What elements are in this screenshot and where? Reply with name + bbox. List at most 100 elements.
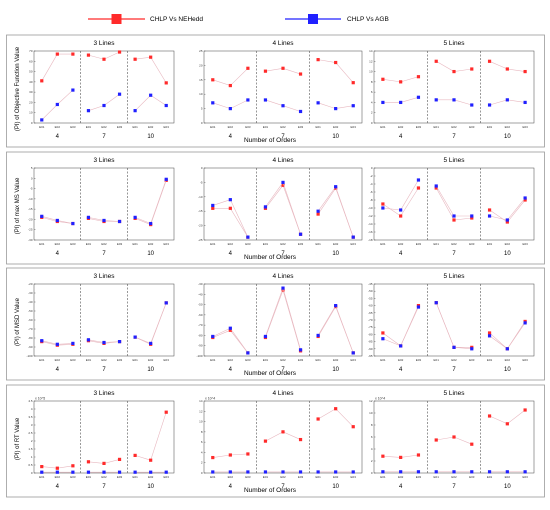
- data-point: [71, 88, 75, 92]
- x-tick-label: E01: [380, 358, 386, 362]
- y-tick-label: -90: [368, 347, 373, 351]
- y-tick-label: 50: [29, 70, 33, 74]
- x-tick-label: E01: [132, 125, 138, 129]
- x-tick-label: E03: [351, 358, 357, 362]
- series-line: [134, 302, 167, 345]
- group-label: 10: [147, 367, 154, 373]
- series-1: [40, 470, 168, 474]
- x-tick-label: E02: [228, 475, 234, 479]
- y-tick-label: -6: [370, 190, 373, 194]
- group-label: 10: [504, 251, 511, 257]
- legend-label: CHLP Vs NEHedd: [150, 16, 203, 23]
- x-tick-label: E02: [451, 358, 457, 362]
- group-label: 10: [332, 134, 339, 140]
- series-1: [381, 470, 527, 474]
- x-tick-label: E02: [398, 125, 404, 129]
- x-tick-label: E02: [398, 475, 404, 479]
- group-label: 4: [399, 367, 403, 373]
- data-point: [487, 331, 492, 335]
- x-tick-label: E02: [228, 125, 234, 129]
- x-tick-label: E03: [298, 125, 304, 129]
- y-tick-label: 6: [201, 440, 203, 444]
- x-tick-label: E01: [434, 242, 440, 246]
- x-tick-label: E01: [263, 242, 269, 246]
- data-point: [86, 215, 91, 219]
- y-tick-label: -30: [28, 238, 33, 242]
- data-point: [416, 186, 421, 190]
- y-tick-label: -10: [28, 197, 33, 201]
- y-tick-label: -70: [28, 327, 33, 331]
- group-label: 4: [229, 251, 233, 257]
- y-tick-label: -15: [198, 209, 203, 213]
- x-tick-label: E02: [280, 475, 286, 479]
- data-point: [102, 103, 106, 108]
- x-tick-label: E03: [416, 358, 422, 362]
- data-point: [55, 342, 59, 346]
- data-point: [71, 341, 75, 345]
- x-tick-label: E02: [333, 475, 339, 479]
- x-tick-label: E01: [210, 358, 216, 362]
- y-tick-label: -10: [368, 206, 373, 210]
- data-point: [523, 100, 527, 105]
- series-line: [265, 289, 301, 351]
- data-point: [246, 66, 250, 70]
- series-line: [435, 302, 472, 348]
- data-point: [416, 470, 421, 474]
- data-point: [86, 470, 91, 474]
- series-line: [135, 56, 167, 84]
- group-label: 7: [102, 484, 106, 490]
- panel-3-0: 3 Lines 0 0.5 1 1.5 2 2.5 3 3.5 4 4.5x 10^5 E01 E02 E…: [28, 390, 175, 490]
- x-tick-label: E03: [469, 475, 475, 479]
- series-0: [381, 186, 527, 224]
- data-point: [133, 215, 137, 219]
- row-border: [6, 384, 545, 498]
- data-point: [40, 214, 44, 218]
- data-point: [334, 107, 338, 111]
- data-point: [133, 453, 137, 457]
- data-point: [40, 470, 44, 474]
- x-tick-label: E03: [351, 475, 357, 479]
- y-tick-label: -55: [368, 296, 373, 300]
- y-tick-label: 4.5: [28, 399, 33, 403]
- data-point: [351, 235, 355, 239]
- data-point: [334, 470, 338, 474]
- y-axis-label: (PI) of max MS Value: [15, 177, 21, 234]
- y-tick-label: -25: [198, 238, 203, 242]
- x-tick-label: E03: [522, 358, 528, 362]
- y-tick-label: 14: [369, 49, 373, 53]
- y-tick-label: 2: [31, 439, 33, 443]
- panel-title: 5 Lines: [444, 390, 466, 397]
- data-point: [434, 59, 438, 63]
- series-line: [41, 53, 73, 81]
- x-axis-label: Number of Orders: [244, 254, 297, 261]
- series-line: [317, 408, 354, 427]
- x-tick-label: E03: [117, 242, 123, 246]
- data-point: [117, 470, 122, 474]
- x-tick-label: E02: [148, 125, 154, 129]
- y-exponent: x 10^4: [375, 397, 385, 401]
- x-tick-label: E01: [210, 475, 216, 479]
- x-tick-label: E01: [39, 125, 45, 129]
- data-point: [211, 203, 215, 208]
- x-tick-label: E03: [351, 125, 357, 129]
- data-point: [316, 101, 320, 105]
- y-tick-label: 14: [199, 399, 203, 403]
- data-point: [55, 102, 59, 107]
- x-tick-label: E01: [487, 242, 493, 246]
- data-point: [228, 107, 232, 111]
- x-tick-label: E01: [434, 358, 440, 362]
- data-point: [416, 453, 421, 457]
- plot-frame: [203, 50, 363, 124]
- panel-1-2: 5 Lines -18 -16 -14 -12 -10 -8 -6 -4 -2 0 E01 E02 E03…: [368, 157, 535, 257]
- y-axis-label: (PI) of RT Value: [15, 417, 21, 460]
- data-point: [470, 216, 474, 220]
- data-point: [487, 470, 492, 474]
- x-tick-label: E03: [117, 358, 123, 362]
- series-line: [212, 208, 249, 238]
- y-tick-label: -12: [368, 214, 373, 218]
- data-point: [470, 67, 474, 71]
- chart-row-3: (PI) of RT Value Number of Orders 3 Lines 0…: [6, 384, 545, 498]
- y-tick-label: -4: [370, 182, 373, 186]
- x-tick-label: E01: [39, 358, 45, 362]
- series-line: [489, 409, 526, 425]
